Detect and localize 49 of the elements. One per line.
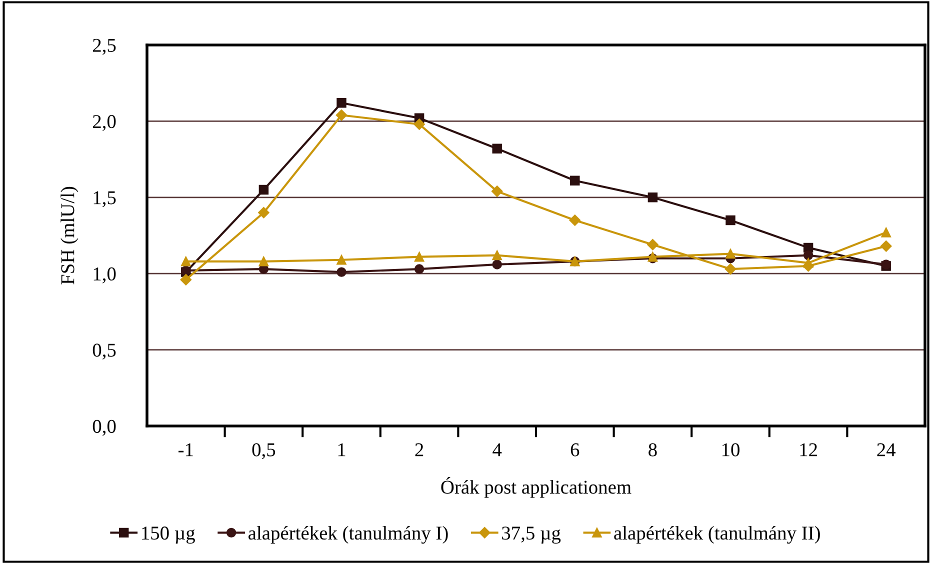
point	[803, 250, 814, 260]
y-tick-label: 2,5	[92, 38, 116, 55]
x-tick-label: 24	[877, 443, 896, 456]
point	[569, 214, 581, 226]
point	[336, 98, 346, 108]
point	[724, 263, 736, 275]
point	[803, 258, 814, 268]
x-tick-label: 10	[722, 443, 740, 456]
x-tick-label: 1	[338, 443, 346, 456]
x-tick-label: 12	[800, 443, 817, 456]
x-tick-label: 0,5	[252, 443, 276, 460]
point	[414, 118, 425, 130]
y-tick-label: 2,0	[92, 115, 116, 131]
point	[726, 215, 736, 226]
point	[336, 267, 346, 277]
point	[492, 144, 502, 154]
x-tick-label: 2	[415, 443, 424, 456]
point	[258, 256, 269, 266]
x-tick-label: 6	[570, 443, 580, 456]
legend-label: 37,5 µg	[502, 526, 561, 544]
y-tick-label: 0,5	[92, 344, 116, 360]
legend-label: alapértékek (tanulmány I)	[248, 526, 448, 544]
point	[258, 184, 269, 195]
x-tick-label: 4	[492, 443, 502, 456]
y-axis-title: FSH (mlU/l)	[60, 186, 78, 284]
legend-label: alapértékek (tanulmány II)	[614, 526, 820, 544]
point	[492, 250, 502, 260]
legend-label: 150 µg	[142, 526, 195, 544]
x-axis-title: Órák post applicationem	[441, 476, 632, 498]
y-tick-label: 0,0	[92, 420, 116, 436]
point	[880, 240, 892, 252]
point	[181, 256, 191, 266]
y-tick-label: 1,0	[94, 267, 116, 284]
point	[180, 274, 192, 286]
point	[414, 252, 424, 262]
point	[492, 260, 502, 270]
x-tick-label: -1	[178, 443, 193, 456]
point	[726, 248, 736, 259]
point	[258, 207, 270, 218]
point	[414, 264, 424, 274]
point	[647, 239, 658, 250]
point	[648, 192, 658, 202]
point	[881, 228, 891, 238]
x-tick-label: 8	[648, 443, 657, 456]
y-tick-label: 1,5	[94, 191, 116, 208]
point	[570, 176, 580, 186]
point	[336, 110, 348, 121]
point	[491, 186, 503, 197]
point	[336, 255, 346, 265]
